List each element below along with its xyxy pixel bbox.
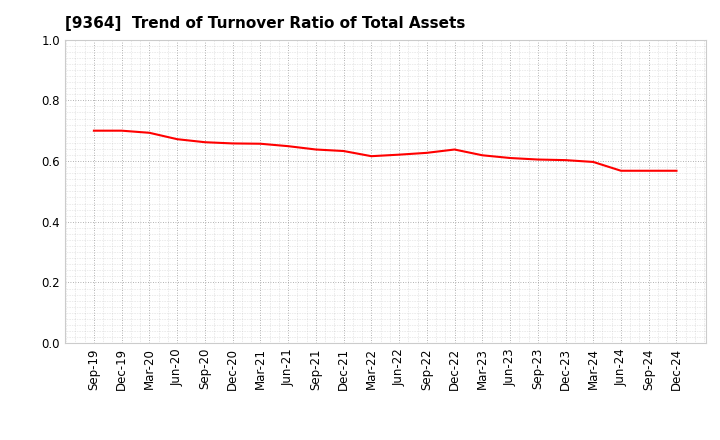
Text: [9364]  Trend of Turnover Ratio of Total Assets: [9364] Trend of Turnover Ratio of Total … <box>65 16 465 32</box>
